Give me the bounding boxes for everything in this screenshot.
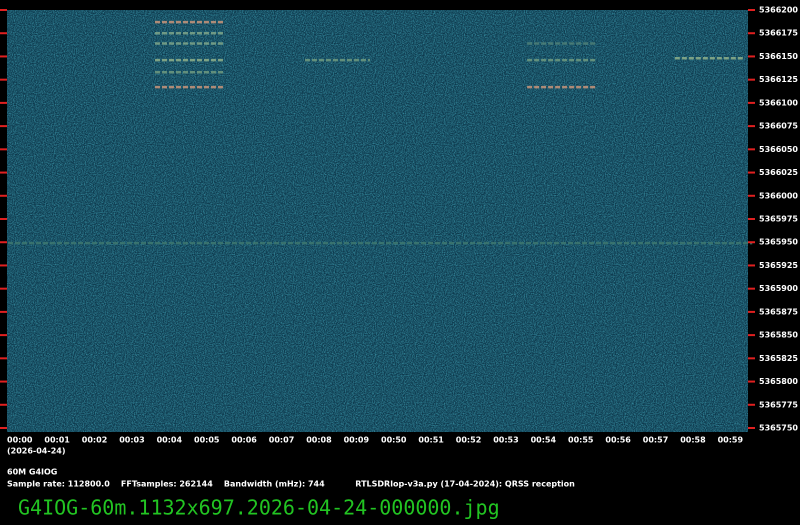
info-line: Sample rate: 112800.0 FFTsamples: 262144… (7, 480, 575, 489)
y-tick-label: 5365800 (759, 377, 798, 386)
x-tick-label: 00:02 (82, 436, 107, 445)
y-tick-label: 5366100 (759, 98, 798, 107)
y-tick-label: 5365925 (759, 261, 798, 270)
y-tick-label: 5365975 (759, 215, 798, 224)
x-tick-label: 00:04 (157, 436, 183, 445)
y-tick-label: 5365950 (759, 238, 798, 247)
x-tick-label: 00:08 (306, 436, 332, 445)
y-tick-label: 5366175 (759, 29, 798, 38)
y-tick-label: 5365825 (759, 354, 798, 363)
y-tick-label: 5366150 (759, 52, 798, 61)
y-tick-label: 5366000 (759, 191, 798, 200)
noise-texture (7, 10, 748, 432)
x-tick-label: 00:00 (7, 436, 33, 445)
x-tick-label: 00:56 (605, 436, 631, 445)
y-tick-label: 5365900 (759, 284, 798, 293)
y-tick-label: 5366125 (759, 75, 798, 84)
x-tick-label: 00:57 (643, 436, 668, 445)
x-tick-label: 00:01 (44, 436, 70, 445)
date-label: (2026-04-24) (7, 447, 65, 456)
y-tick-label: 5366025 (759, 168, 798, 177)
x-tick-label: 00:54 (531, 436, 557, 445)
x-tick-label: 00:03 (119, 436, 144, 445)
x-tick-label: 00:06 (231, 436, 257, 445)
y-tick-label: 5366050 (759, 145, 798, 154)
y-tick-label: 5366075 (759, 122, 798, 131)
y-tick-label: 5365850 (759, 331, 798, 340)
x-tick-label: 00:53 (493, 436, 518, 445)
x-tick-label: 00:05 (194, 436, 220, 445)
x-tick-label: 00:07 (269, 436, 294, 445)
filename: G4IOG-60m.1132x697.2026-04-24-000000.jpg (18, 496, 500, 520)
x-tick-label: 00:09 (344, 436, 370, 445)
y-tick-label: 5365775 (759, 400, 798, 409)
x-tick-label: 00:55 (568, 436, 594, 445)
station-label: 60M G4IOG (7, 468, 57, 477)
x-tick-label: 00:51 (418, 436, 444, 445)
y-tick-label: 5365750 (759, 424, 798, 433)
x-tick-label: 00:59 (718, 436, 744, 445)
y-tick-label: 5365875 (759, 307, 798, 316)
x-tick-label: 00:58 (680, 436, 706, 445)
y-tick-label: 5366200 (759, 6, 798, 15)
x-tick-label: 00:50 (381, 436, 407, 445)
x-tick-label: 00:52 (456, 436, 481, 445)
